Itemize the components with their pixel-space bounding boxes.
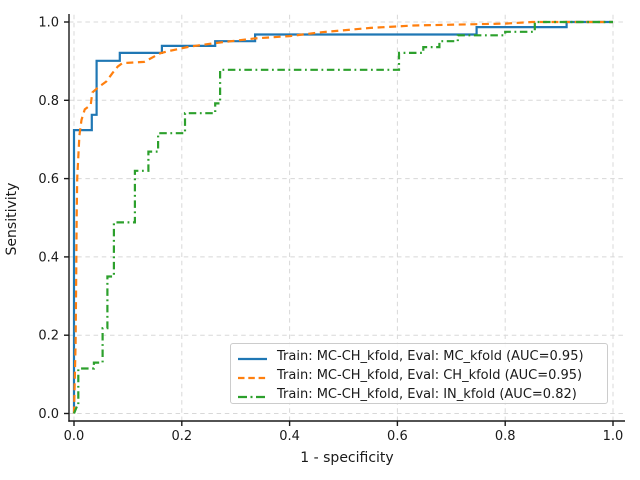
y-tick-label: 0.6 xyxy=(38,172,59,187)
legend-item-label: Train: MC-CH_kfold, Eval: IN_kfold (AUC=… xyxy=(277,387,577,402)
legend-line-sample xyxy=(238,347,267,366)
legend-line-sample xyxy=(238,366,267,385)
y-tick-label: 0.8 xyxy=(38,94,59,109)
legend-item-label: Train: MC-CH_kfold, Eval: MC_kfold (AUC=… xyxy=(277,349,584,364)
legend-item: Train: MC-CH_kfold, Eval: MC_kfold (AUC=… xyxy=(238,347,601,366)
x-axis-label: 1 - specificity xyxy=(300,450,394,466)
y-tick-label: 0.2 xyxy=(38,329,59,344)
roc-curve xyxy=(72,20,613,414)
y-tick-label: 1.0 xyxy=(38,16,59,31)
x-tick-label: 0.8 xyxy=(495,429,516,444)
roc-curve xyxy=(72,20,613,414)
legend-line-sample xyxy=(238,385,267,404)
y-axis-label: Sensitivity xyxy=(4,182,20,256)
y-tick-label: 0.4 xyxy=(38,250,59,265)
x-tick-label: 0.4 xyxy=(279,429,300,444)
x-tick-label: 0.2 xyxy=(171,429,192,444)
x-tick-label: 1.0 xyxy=(603,429,624,444)
x-tick-label: 0.0 xyxy=(64,429,85,444)
legend-item: Train: MC-CH_kfold, Eval: CH_kfold (AUC=… xyxy=(238,366,601,385)
x-tick-label: 0.6 xyxy=(387,429,408,444)
y-tick-label: 0.0 xyxy=(38,407,59,422)
legend-item: Train: MC-CH_kfold, Eval: IN_kfold (AUC=… xyxy=(238,385,601,404)
legend: Train: MC-CH_kfold, Eval: MC_kfold (AUC=… xyxy=(230,343,608,404)
legend-item-label: Train: MC-CH_kfold, Eval: CH_kfold (AUC=… xyxy=(277,368,583,383)
